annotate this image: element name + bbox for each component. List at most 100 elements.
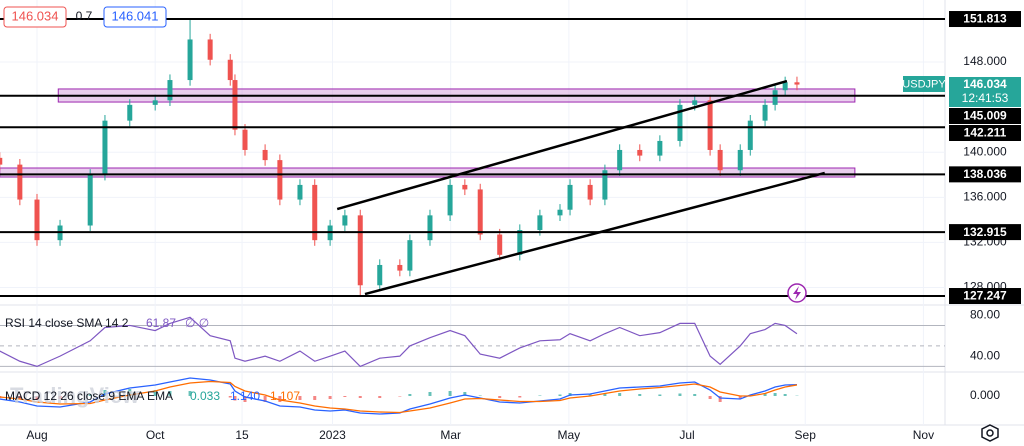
x-tick-label: Aug [26, 428, 47, 442]
candle-body [794, 82, 800, 85]
candle-body [477, 189, 483, 235]
macd-histogram [278, 396, 282, 402]
macd-histogram [518, 396, 522, 398]
candle-body [737, 149, 743, 171]
candle-body [277, 160, 283, 200]
candle-body [152, 100, 158, 105]
macd-histogram [448, 391, 452, 396]
macd-histogram [103, 390, 107, 396]
x-tick-label: Nov [913, 428, 934, 442]
macd-histogram [738, 396, 742, 399]
settings-icon-center [986, 429, 994, 437]
candle-body [227, 59, 233, 81]
y-tick-label: 80.00 [970, 307, 1000, 321]
symbol-tag [903, 76, 945, 92]
settings-icon[interactable] [981, 424, 999, 442]
ask-box[interactable] [103, 6, 167, 28]
level-label: 151.813 [963, 12, 1007, 26]
candle-body [0, 157, 3, 165]
candle-body [167, 80, 173, 101]
macd-histogram [498, 396, 502, 398]
macd-histogram [763, 393, 767, 396]
macd-histogram [588, 394, 592, 396]
candle-body [517, 230, 523, 255]
countdown: 12:41:53 [962, 91, 1009, 105]
trendline [364, 171, 826, 296]
y-tick-label: 148.000 [963, 54, 1007, 68]
macd-title: MACD 12 26 close 9 EMA EMA [5, 389, 173, 403]
macd-histogram [773, 393, 777, 396]
signal-line [0, 380, 798, 414]
macd-histogram [298, 396, 302, 400]
macd-histogram [58, 396, 62, 399]
macd-histogram [463, 392, 467, 396]
x-tick-label: May [558, 428, 581, 442]
candle-body [262, 149, 268, 161]
level-label: 138.036 [963, 167, 1007, 181]
rsi-na: ∅ ∅ [185, 316, 209, 330]
macd-histogram [228, 396, 232, 398]
candle-body [447, 184, 453, 216]
candle-body [127, 104, 133, 121]
x-tick-label: Mar [440, 428, 461, 442]
macd-histogram [398, 396, 402, 397]
zone [0, 167, 856, 178]
rsi-value: 61.87 [146, 316, 176, 330]
candle-body [707, 100, 713, 150]
candle-body [657, 140, 663, 156]
candle-body [312, 184, 318, 241]
candle-body [772, 90, 778, 105]
ask: 146.041 [112, 8, 159, 23]
macd-histogram [208, 394, 212, 396]
trendline [336, 79, 788, 211]
candle-body [617, 149, 623, 171]
x-tick-label: Sep [795, 428, 817, 442]
candle-body [762, 104, 768, 121]
macd-histogram [358, 396, 362, 398]
plot [0, 0, 945, 425]
macd-histogram [263, 396, 267, 402]
macd-histogram [658, 394, 662, 396]
candle-body [207, 39, 213, 60]
macd-histogram [243, 396, 247, 402]
candle-body [187, 39, 193, 81]
macd-hist-value: 0.033 [190, 389, 220, 403]
macd-histogram [88, 394, 92, 396]
level-tag [949, 108, 1021, 124]
bid-box[interactable] [3, 6, 67, 28]
macd-histogram [603, 393, 607, 396]
candle-body [377, 264, 383, 286]
candle-body [637, 149, 643, 156]
candle-body [747, 120, 753, 150]
candle-body [102, 120, 108, 175]
macd-histogram [478, 395, 482, 396]
macd-histogram [783, 394, 787, 396]
macd-histogram [313, 396, 317, 400]
last-price: 146.034 [963, 77, 1007, 91]
macd-histogram [718, 396, 722, 402]
macd-histogram [538, 395, 542, 396]
candle-body [297, 184, 303, 200]
level-tag [949, 11, 1021, 28]
candle-body [242, 129, 248, 150]
level-label: 132.915 [963, 225, 1007, 239]
candle-body [427, 215, 433, 241]
macd-histogram [693, 394, 697, 396]
rsi-title: RSI 14 close SMA 14 2 [5, 316, 129, 330]
macd-histogram [328, 396, 332, 399]
watermark: TradingView [10, 383, 140, 408]
candle-body [407, 240, 413, 271]
level-tag [949, 125, 1021, 141]
price-tag [949, 77, 1021, 107]
candle-body [397, 264, 403, 271]
alert-bolt [793, 286, 801, 300]
candle-body [567, 184, 573, 210]
x-tick-label: Jul [679, 428, 694, 442]
x-tick-label: 2023 [319, 428, 346, 442]
candle-body [232, 80, 238, 130]
macd-histogram [428, 392, 432, 396]
macd-histogram [18, 396, 22, 399]
macd-histogram [343, 396, 347, 397]
